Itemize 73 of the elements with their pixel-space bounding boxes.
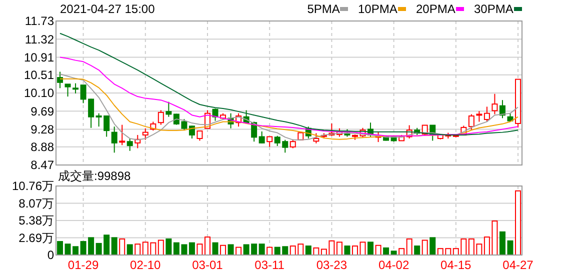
- bar: [375, 244, 382, 256]
- x-tick-label: 01-29: [68, 258, 99, 272]
- candlestick: [158, 110, 164, 126]
- legend-label: 5PMA: [307, 2, 340, 16]
- y-tick-label: 8.47: [30, 158, 54, 172]
- bar: [406, 238, 412, 256]
- line-series: [60, 56, 518, 136]
- candlestick: [258, 130, 265, 144]
- y-tick-label: 10.10: [24, 86, 54, 100]
- y-tick-label: 8.07万: [18, 196, 54, 210]
- candlestick: [126, 138, 133, 152]
- bar: [258, 244, 265, 256]
- legend-label: 30PMA: [474, 2, 514, 16]
- x-tick-label: 04-27: [502, 258, 534, 272]
- bar: [515, 190, 521, 256]
- bar: [414, 246, 420, 256]
- y-tick-label: 5.38万: [18, 214, 54, 228]
- candlestick: [484, 106, 490, 122]
- bar: [220, 244, 226, 256]
- candlestick: [72, 82, 79, 94]
- bar: [212, 242, 218, 256]
- bar: [368, 242, 374, 256]
- y-tick-label: 9.28: [30, 122, 54, 136]
- candlestick: [142, 128, 148, 140]
- x-tick-label: 02-10: [130, 258, 162, 272]
- candlestick: [212, 108, 218, 122]
- bar: [228, 244, 234, 256]
- bar: [166, 238, 172, 256]
- y-tick-label: 11.32: [24, 32, 54, 46]
- candlestick: [476, 110, 482, 122]
- candlestick: [188, 125, 195, 139]
- candlestick: [492, 93, 498, 115]
- candlestick: [313, 132, 320, 144]
- bar: [344, 246, 350, 256]
- bar: [188, 242, 195, 256]
- y-tick-label: 8.88: [30, 140, 54, 154]
- bar: [158, 240, 164, 256]
- bar: [196, 244, 203, 256]
- x-tick-label: 03-01: [192, 258, 224, 272]
- y-tick-label: 10.91: [24, 50, 54, 64]
- chart-title: 2021-04-27 15:00: [60, 2, 156, 16]
- bar: [111, 237, 118, 256]
- y-tick-label: 10.51: [24, 68, 54, 82]
- legend-label: 10PMA: [358, 2, 398, 16]
- x-tick-label: 04-15: [440, 258, 472, 272]
- candlestick: [111, 126, 118, 154]
- y-tick-label: 2.69万: [18, 230, 54, 245]
- candlestick: [57, 71, 63, 89]
- x-tick-label: 04-02: [378, 258, 410, 272]
- x-tick-label: 03-11: [254, 258, 285, 272]
- y-tick-label: 11.73: [24, 14, 54, 28]
- bar: [204, 236, 210, 256]
- bar: [305, 246, 312, 256]
- y-tick-label: 10.76万: [12, 179, 54, 194]
- candlestick: [119, 124, 126, 146]
- bar: [336, 242, 342, 256]
- bar: [134, 244, 141, 256]
- bar: [398, 248, 405, 256]
- chart-title: 成交量:99898: [58, 169, 132, 183]
- candlestick: [166, 101, 172, 118]
- bar: [57, 241, 63, 256]
- y-tick-label: 0: [47, 248, 54, 262]
- candlestick: [64, 84, 71, 98]
- candlestick: [266, 136, 273, 148]
- bar: [430, 237, 436, 256]
- bar: [119, 238, 126, 256]
- candlestick: [196, 130, 203, 142]
- candlestick: [468, 114, 474, 131]
- y-tick-label: 9.69: [30, 104, 54, 118]
- legend-label: 20PMA: [416, 2, 456, 16]
- bar: [126, 244, 133, 256]
- x-tick-label: 03-23: [316, 258, 348, 272]
- bar: [422, 240, 428, 256]
